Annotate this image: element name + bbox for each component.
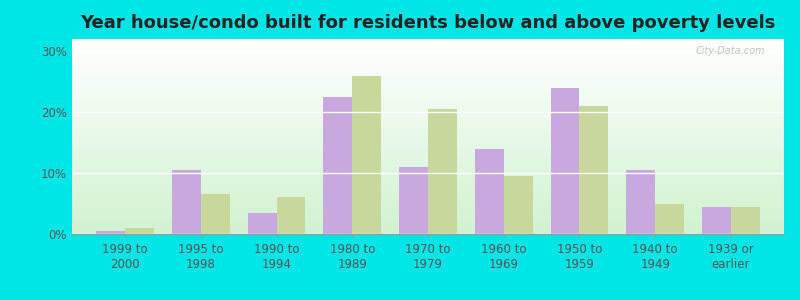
Bar [352,76,381,234]
Text: City-Data.com: City-Data.com [696,46,766,56]
Bar [96,231,125,234]
Bar [428,109,457,234]
Bar [125,228,154,234]
Bar [626,170,655,234]
Bar [399,167,428,234]
Bar [201,194,230,234]
Bar [550,88,579,234]
Bar [731,207,760,234]
Title: Year house/condo built for residents below and above poverty levels: Year house/condo built for residents bel… [80,14,776,32]
Bar [172,170,201,234]
Bar [323,97,352,234]
Bar [248,213,277,234]
Bar [655,203,684,234]
Bar [504,176,533,234]
Bar [277,197,306,234]
Bar [579,106,608,234]
Bar [475,149,504,234]
Bar [702,207,731,234]
